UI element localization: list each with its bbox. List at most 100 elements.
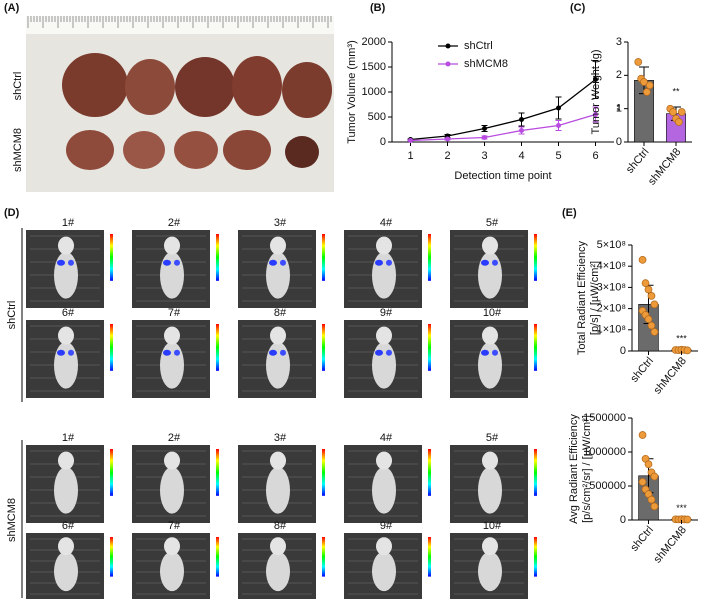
- mouse-id: 6#: [62, 520, 75, 532]
- signal: [481, 259, 489, 266]
- mouse-image: [450, 445, 537, 523]
- mouse-body: [478, 251, 502, 299]
- data-point: [640, 78, 648, 86]
- mouse-body: [372, 466, 396, 514]
- signal: [163, 349, 171, 356]
- series-line: [410, 78, 596, 141]
- data-point: [634, 58, 643, 66]
- y-tick-label: 1: [616, 103, 622, 115]
- group-label: shMCM8: [6, 498, 18, 542]
- marker: [482, 135, 487, 140]
- data-point: [641, 279, 650, 288]
- x-tick-label: 5: [555, 150, 561, 162]
- x-tick-label: shCtrl: [624, 146, 652, 176]
- annotation: ***: [676, 334, 687, 344]
- mouse-id: 9#: [380, 520, 393, 532]
- mouse-body: [478, 466, 502, 514]
- y-tick-label: 500: [368, 111, 386, 123]
- scale-bar: [216, 537, 219, 577]
- scale-bar: [216, 449, 219, 496]
- mouse-head: [164, 236, 180, 255]
- mouse-body: [478, 551, 502, 592]
- data-point: [644, 315, 653, 324]
- mouse-id: 3#: [274, 432, 287, 444]
- mouse-head: [482, 537, 498, 556]
- signal: [280, 259, 286, 266]
- signal: [68, 349, 74, 356]
- data-point: [650, 472, 659, 481]
- mouse-image: [26, 445, 113, 523]
- scale-bar: [428, 449, 431, 496]
- signal: [174, 259, 180, 266]
- x-tick-label: 3: [481, 150, 487, 162]
- y-axis-label: Tumor Volume (mm³): [346, 40, 358, 144]
- annotation: **: [672, 86, 680, 96]
- data-point: [647, 321, 656, 330]
- mouse-head: [58, 236, 74, 255]
- mouse-id: 2#: [168, 217, 181, 229]
- mouse-head: [482, 451, 498, 470]
- scale-bar: [216, 234, 219, 281]
- mouse-image: [450, 533, 537, 599]
- mouse-body: [54, 341, 78, 389]
- mouse-head: [270, 236, 286, 255]
- mouse-head: [376, 236, 392, 255]
- signal: [492, 259, 498, 266]
- data-point: [647, 292, 656, 300]
- mouse-body: [266, 251, 290, 299]
- tumor-photo: [26, 16, 334, 192]
- mouse-id: 2#: [168, 432, 181, 444]
- mouse-image: [238, 320, 325, 398]
- mouse-body: [54, 551, 78, 592]
- mouse-body: [266, 341, 290, 389]
- scale-bar: [428, 324, 431, 371]
- mouse-head: [58, 326, 74, 345]
- marker: [482, 126, 487, 131]
- mouse-id: 3#: [274, 217, 287, 229]
- y-tick-label: 1500000: [583, 412, 626, 424]
- mouse-body: [54, 466, 78, 514]
- row-label: shMCM8: [12, 128, 24, 172]
- mouse-id: 7#: [168, 520, 181, 532]
- x-tick-label: shMCM8: [652, 355, 689, 396]
- scale-bar: [322, 324, 325, 371]
- signal: [280, 349, 286, 356]
- mouse-image: [238, 230, 325, 308]
- mouse-id: 10#: [483, 307, 502, 319]
- x-tick-label: 6: [592, 150, 598, 162]
- mouse-head: [58, 537, 74, 556]
- y-tick-label: 2×10⁸: [597, 303, 626, 315]
- mouse-id: 8#: [274, 520, 287, 532]
- data-point: [683, 346, 692, 355]
- x-axis-label: Detection time point: [454, 170, 551, 182]
- mouse-image: [132, 533, 219, 599]
- mouse-image: [344, 445, 431, 523]
- data-point: [675, 118, 683, 126]
- y-axis-label: [p/s] / [µW/cm²]: [589, 261, 601, 335]
- data-point: [638, 478, 647, 486]
- mouse-image: [450, 320, 537, 398]
- signal: [386, 259, 392, 266]
- data-point: [677, 108, 686, 116]
- scale-bar: [110, 324, 113, 371]
- mouse-image: [344, 533, 431, 599]
- y-tick-label: 5×10⁸: [597, 239, 626, 251]
- mouse-id: 7#: [168, 307, 181, 319]
- data-point: [650, 502, 659, 511]
- mouse-body: [478, 341, 502, 389]
- scale-bar: [534, 537, 537, 577]
- legend-marker: [445, 43, 451, 49]
- data-point: [683, 515, 692, 524]
- y-tick-label: 2000: [362, 36, 386, 48]
- data-point: [638, 255, 647, 264]
- signal: [375, 349, 383, 356]
- annotation: **: [612, 104, 622, 112]
- mouse-id: 1#: [62, 432, 75, 444]
- scale-bar: [216, 324, 219, 371]
- y-tick-label: 0: [616, 136, 622, 148]
- mouse-id: 10#: [483, 520, 502, 532]
- y-tick-label: 3×10⁸: [597, 281, 626, 293]
- data-point: [669, 108, 677, 116]
